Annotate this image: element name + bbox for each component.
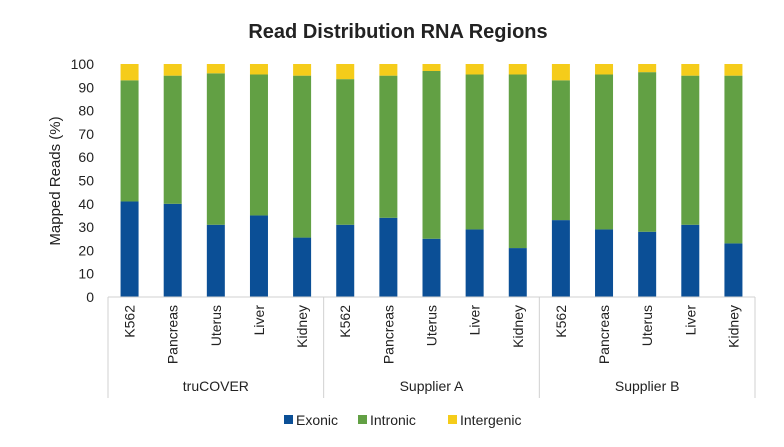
bar-intronic-11 [595,74,614,230]
bar-exonic-2 [206,224,225,297]
bar-intergenic-14 [724,64,743,76]
y-tick-label: 40 [78,196,94,212]
bar-exonic-8 [465,229,484,297]
bar-intronic-10 [551,80,570,221]
bar-exonic-5 [336,224,355,297]
bar-exonic-11 [595,229,614,297]
x-tick-label: K562 [122,305,138,338]
legend-swatch-intergenic [448,415,457,424]
x-tick-label: Kidney [294,305,310,348]
y-tick-label: 50 [78,173,94,189]
x-tick-label: Pancreas [165,305,181,364]
bar-intergenic-10 [551,64,570,81]
x-tick-label: Kidney [725,305,741,348]
bar-intergenic-7 [422,64,441,71]
x-tick-label: Liver [467,305,483,336]
bar-exonic-4 [293,237,312,297]
y-tick-label: 10 [78,266,94,282]
bar-intergenic-1 [163,64,182,76]
legend-label-exonic: Exonic [296,412,338,428]
legend-label-intronic: Intronic [370,412,416,428]
bar-intronic-2 [206,73,225,225]
bar-exonic-7 [422,238,441,297]
bar-exonic-9 [508,248,527,297]
bar-intergenic-2 [206,64,225,74]
y-tick-label: 70 [78,126,94,142]
legend-swatch-exonic [284,415,293,424]
y-tick-label: 100 [71,56,95,72]
bar-exonic-1 [163,203,182,297]
bar-intergenic-12 [638,64,657,73]
bar-intronic-1 [163,75,182,204]
x-tick-label: K562 [553,305,569,338]
x-tick-label: Uterus [424,305,440,346]
y-tick-label: 90 [78,79,94,95]
bar-intergenic-11 [595,64,614,75]
x-tick-label: Liver [682,305,698,336]
bar-intronic-0 [120,80,139,202]
bar-intronic-14 [724,75,743,244]
bar-intergenic-8 [465,64,484,75]
y-tick-label: 60 [78,149,94,165]
legend-label-intergenic: Intergenic [460,412,521,428]
group-label: Supplier A [400,378,464,394]
x-tick-label: Uterus [639,305,655,346]
bar-intronic-13 [681,75,700,225]
bar-intronic-12 [638,72,657,232]
x-tick-label: Kidney [510,305,526,348]
bar-exonic-3 [249,215,268,297]
x-tick-label: Liver [251,305,267,336]
bar-intergenic-13 [681,64,700,76]
bar-intergenic-4 [293,64,312,76]
bar-intronic-8 [465,74,484,230]
legend-swatch-intronic [358,415,367,424]
x-tick-label: Pancreas [596,305,612,364]
bar-intronic-6 [379,75,398,218]
bar-exonic-6 [379,217,398,297]
chart-title: Read Distribution RNA Regions [248,21,547,43]
bar-intergenic-3 [249,64,268,75]
bar-exonic-14 [724,243,743,297]
y-tick-label: 80 [78,103,94,119]
bar-intronic-9 [508,74,527,249]
bar-intronic-5 [336,79,355,225]
bar-exonic-10 [551,220,570,297]
y-tick-label: 30 [78,219,94,235]
x-tick-label: K562 [337,305,353,338]
bar-exonic-12 [638,231,657,297]
bar-exonic-13 [681,224,700,297]
x-tick-label: Uterus [208,305,224,346]
group-label: Supplier B [615,378,680,394]
bar-intronic-4 [293,75,312,238]
y-tick-label: 20 [78,242,94,258]
bar-intergenic-6 [379,64,398,76]
bar-intronic-7 [422,70,441,239]
group-label: truCOVER [183,378,249,394]
bar-intergenic-0 [120,64,139,81]
bar-intronic-3 [249,74,268,216]
x-tick-label: Pancreas [380,305,396,364]
y-axis-label: Mapped Reads (%) [47,116,64,245]
y-tick-label: 0 [86,289,94,305]
bar-intergenic-5 [336,64,355,80]
bar-exonic-0 [120,201,139,297]
bar-intergenic-9 [508,64,527,75]
